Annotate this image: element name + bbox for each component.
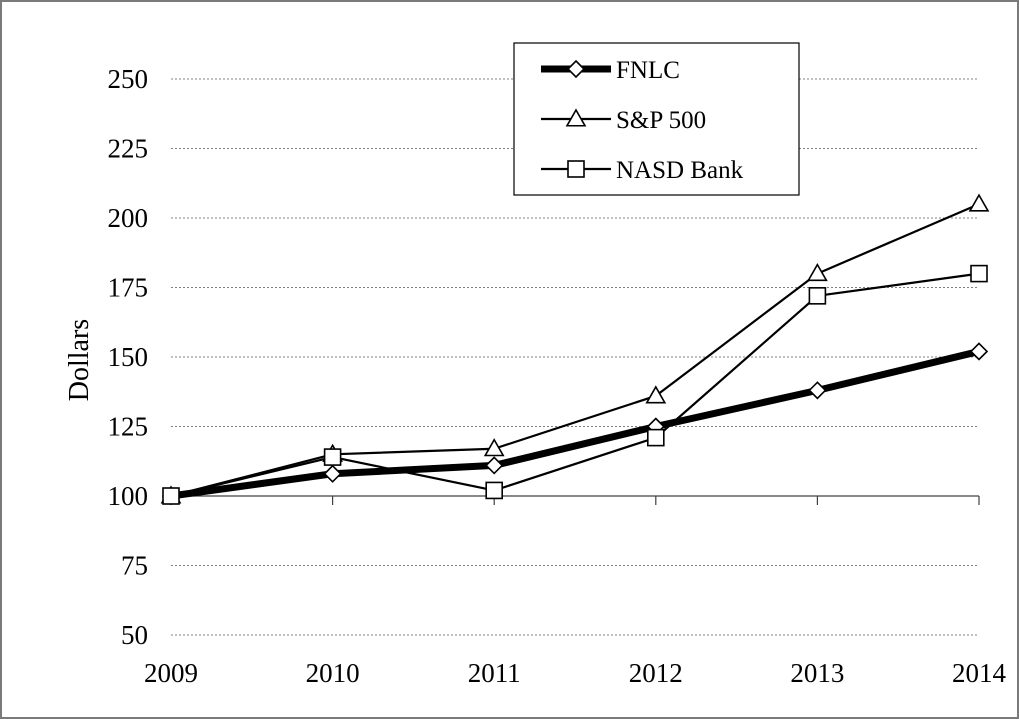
data-point-nasd-bank-2013 [808,287,827,305]
data-point-nasd-bank-2014 [970,264,988,283]
y-tick-label-250: 250 [108,64,149,94]
x-tick-label-2011: 2011 [468,658,521,688]
y-axis-title: Dollars [64,319,95,401]
series-line-s-p-500 [170,203,980,498]
legend-items: FNLC S&P 500 NASD Bank [541,57,744,184]
y-tick-label-125: 125 [108,412,149,442]
y-tick-label-200: 200 [108,203,149,233]
x-axis [170,495,980,505]
data-point-nasd-bank-2011 [485,481,504,500]
y-tick-label-100: 100 [108,481,149,511]
data-point-fnlc-2011 [485,456,504,475]
x-tick-label-2014: 2014 [952,658,1007,688]
y-tick-label-175: 175 [108,273,149,303]
data-point-fnlc-2010 [323,464,342,483]
series-line-fnlc [170,348,980,500]
data-point-s-p-500-2012 [645,385,667,404]
x-tick-label-2009: 2009 [144,658,198,688]
data-point-fnlc-2013 [808,381,827,400]
series-lines [170,203,980,500]
legend-label-nasd-bank: NASD Bank [616,157,744,184]
x-tick-label-2010: 2010 [306,658,360,688]
y-tick-labels: 50 75 100 125 150 175 200 225 250 [108,64,149,650]
data-point-fnlc-2014 [969,342,989,361]
legend-marker-nasd-bank [567,160,585,178]
legend-label-s-p-500: S&P 500 [616,107,706,134]
x-tick-label-2013: 2013 [790,658,844,688]
data-point-s-p-500-2011 [483,438,505,457]
data-point-s-p-500-2013 [807,262,828,282]
data-point-nasd-bank-2010 [323,448,342,466]
y-tick-label-50: 50 [121,620,148,650]
legend-marker-fnlc [566,59,586,79]
y-tick-label-75: 75 [121,551,148,581]
legend: FNLC S&P 500 NASD Bank [513,42,800,196]
data-point-nasd-bank-2009 [162,487,180,505]
y-tick-label-150: 150 [108,342,149,372]
data-point-s-p-500-2014 [968,193,990,212]
legend-label-fnlc: FNLC [616,57,680,84]
y-tick-label-225: 225 [108,134,149,164]
x-tick-labels: 2009 2010 2011 2012 2013 2014 [144,658,1007,688]
series-markers [160,193,990,506]
series-line-nasd-bank [170,272,980,498]
data-point-nasd-bank-2012 [646,428,665,447]
legend-marker-s-p-500 [565,108,587,127]
x-tick-label-2012: 2012 [629,658,683,688]
